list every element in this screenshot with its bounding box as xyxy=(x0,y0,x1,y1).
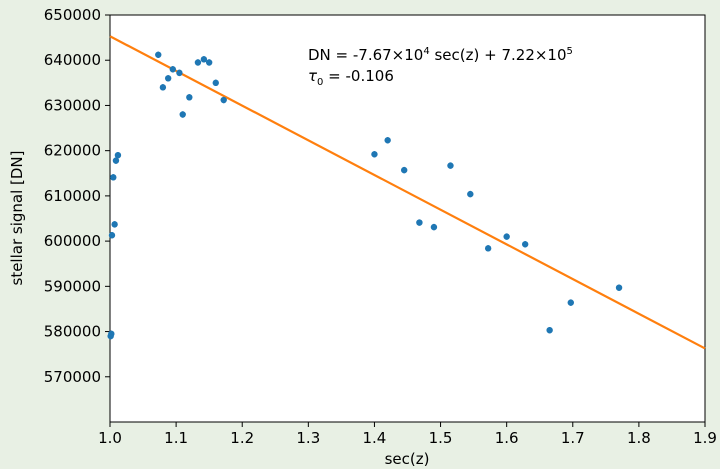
data-point xyxy=(112,157,120,164)
x-tick-label: 1.8 xyxy=(627,429,651,447)
y-tick-label: 610000 xyxy=(44,187,101,205)
data-point xyxy=(114,151,122,159)
y-tick-label: 580000 xyxy=(44,323,101,341)
data-point xyxy=(416,219,423,226)
y-tick-label: 620000 xyxy=(44,142,101,160)
fit-line xyxy=(109,35,706,350)
data-point xyxy=(164,75,172,82)
y-tick-label: 570000 xyxy=(44,368,101,386)
x-tick-label: 1.5 xyxy=(429,429,453,447)
data-point xyxy=(110,174,117,181)
x-axis-label: sec(z) xyxy=(385,450,430,468)
plot-area xyxy=(109,14,706,423)
x-tick-label: 1.4 xyxy=(363,429,387,447)
data-point xyxy=(467,190,474,198)
y-axis-ticks: 570000 580000 590000 600000 610000 620000 6300… xyxy=(44,6,110,386)
y-tick-label: 590000 xyxy=(44,277,101,295)
x-tick-label: 1.2 xyxy=(230,429,254,447)
data-point xyxy=(186,94,193,101)
data-point xyxy=(384,137,391,144)
y-tick-label: 640000 xyxy=(44,51,101,69)
data-point xyxy=(503,233,510,240)
data-point xyxy=(111,221,118,228)
data-point xyxy=(155,51,162,58)
data-point xyxy=(205,59,213,66)
y-tick-label: 650000 xyxy=(44,6,101,24)
data-point xyxy=(371,151,378,158)
tau-annotation: τ0 = -0.106 xyxy=(308,67,394,88)
data-points xyxy=(107,51,623,340)
x-tick-label: 1.9 xyxy=(693,429,717,447)
data-point xyxy=(400,166,408,174)
data-point xyxy=(447,162,454,169)
x-tick-label: 1.3 xyxy=(296,429,320,447)
fit-equation: DN = -7.67×104 sec(z) + 7.22×105 xyxy=(308,46,573,64)
data-point xyxy=(169,66,177,73)
x-tick-label: 1.0 xyxy=(98,429,122,447)
data-point xyxy=(546,326,553,334)
data-point xyxy=(159,84,167,91)
data-point xyxy=(176,69,183,77)
data-point xyxy=(194,59,202,66)
y-tick-label: 600000 xyxy=(44,232,101,250)
y-axis-label: stellar signal [DN] xyxy=(8,151,26,286)
data-point xyxy=(200,56,208,63)
data-point xyxy=(179,111,186,118)
data-point xyxy=(567,299,574,306)
x-tick-label: 1.6 xyxy=(495,429,519,447)
x-tick-label: 1.1 xyxy=(164,429,188,447)
data-point xyxy=(521,241,529,248)
x-axis-ticks: 1.0 1.1 1.2 1.3 1.4 1.5 1.6 1.7 1.8 1.9 xyxy=(98,422,717,447)
data-point xyxy=(108,232,116,239)
data-point xyxy=(212,79,219,87)
data-point xyxy=(220,96,227,104)
data-point xyxy=(615,284,623,291)
data-point xyxy=(430,223,438,231)
data-point xyxy=(108,330,115,338)
y-tick-label: 630000 xyxy=(44,96,101,114)
x-tick-label: 1.7 xyxy=(561,429,585,447)
data-point xyxy=(484,245,492,252)
